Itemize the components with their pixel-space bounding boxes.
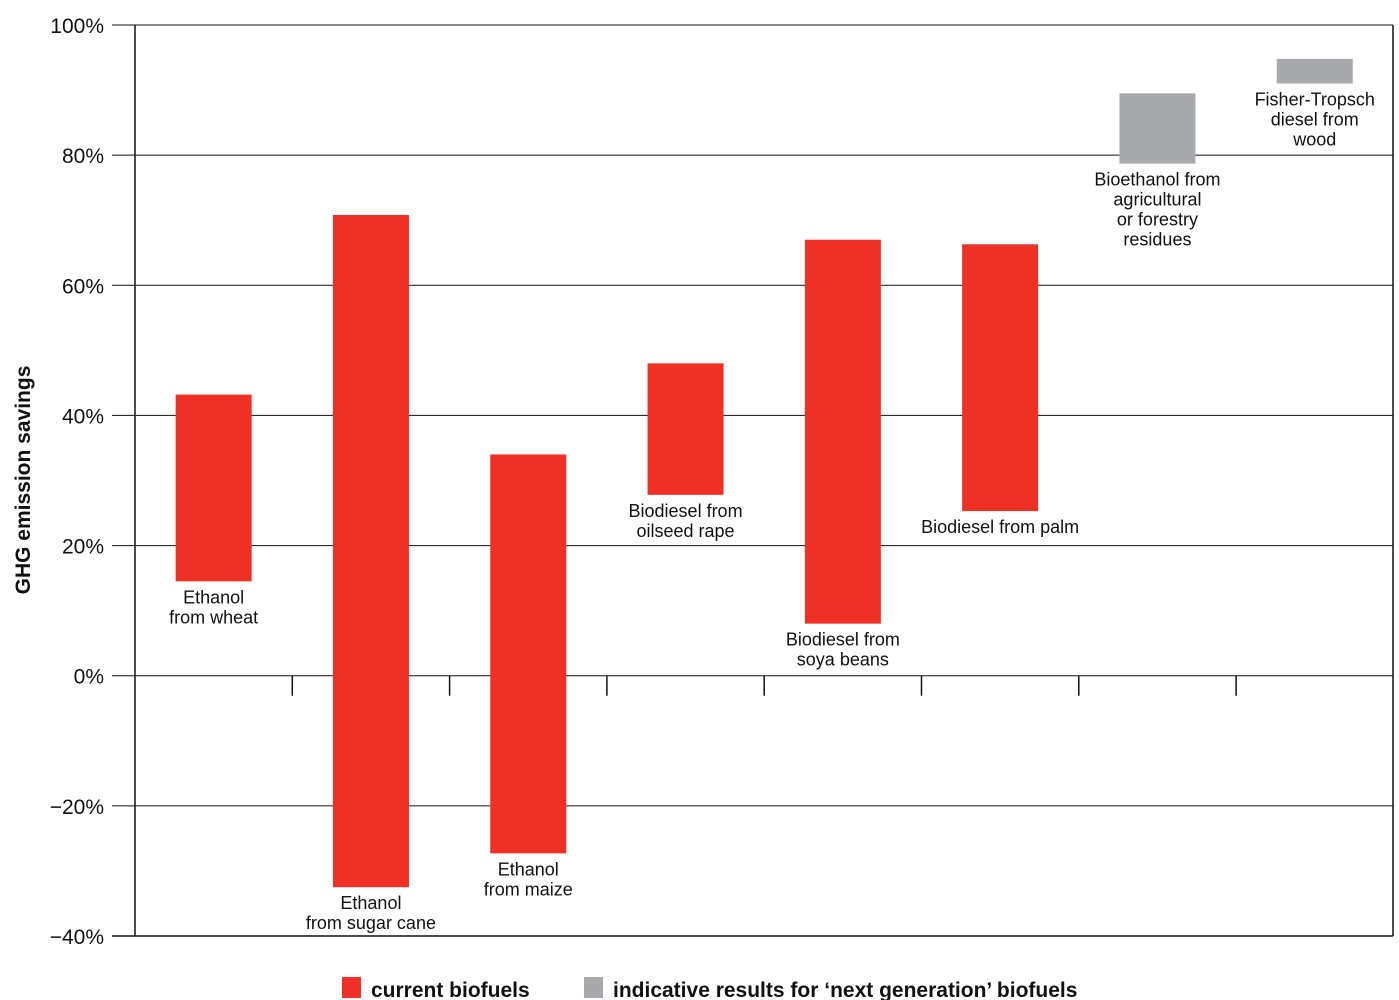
bar-label: Ethanol: [498, 859, 559, 879]
bar: [647, 363, 724, 495]
bar-label: residues: [1123, 230, 1191, 250]
legend-swatch: [584, 977, 603, 998]
legend-label: indicative results for ‘next generation’…: [613, 979, 1077, 1000]
bar: [962, 244, 1039, 512]
bar-label: Biodiesel from: [629, 501, 743, 521]
y-tick-label: 20%: [62, 536, 104, 559]
bar: [490, 454, 567, 854]
bar-label: or forestry: [1117, 210, 1198, 230]
bar-label: Biodiesel from: [786, 630, 900, 650]
y-tick-label: 0%: [74, 666, 104, 689]
bar-label: agricultural: [1113, 190, 1201, 210]
gridlines: [112, 24, 1393, 807]
y-tick-label: 100%: [50, 15, 104, 38]
legend: current biofuels indicative results for ‘…: [342, 977, 1077, 1000]
legend-swatch: [342, 977, 361, 998]
axes: −40% −20% 0% 20% 40% 60% 80% 100%: [50, 15, 1394, 949]
bar-label: Ethanol: [340, 893, 401, 913]
bar-label: Fisher-Tropsch: [1255, 90, 1375, 110]
bar-label: diesel from: [1271, 110, 1359, 130]
bar: [175, 394, 252, 582]
bar-label: from wheat: [169, 607, 258, 627]
legend-label: current biofuels: [371, 979, 530, 1000]
y-tick-label: 40%: [62, 405, 104, 428]
bar: [804, 239, 881, 624]
bar-label: Biodiesel from palm: [921, 517, 1079, 537]
y-axis-label: GHG emission savings: [12, 366, 35, 595]
bar: [1276, 58, 1353, 84]
bar: [1119, 93, 1196, 164]
bar-label: soya beans: [797, 650, 889, 670]
y-tick-label: −20%: [50, 796, 104, 819]
bar: [332, 215, 409, 888]
bar-label: from maize: [484, 879, 573, 899]
y-tick-label: 80%: [62, 145, 104, 168]
bar-label: Ethanol: [183, 587, 244, 607]
y-tick-label: 60%: [62, 275, 104, 298]
bar-label: Bioethanol from: [1094, 170, 1220, 190]
bars: [175, 58, 1353, 888]
bar-label: from sugar cane: [306, 913, 436, 933]
y-tick-label: −40%: [50, 926, 104, 949]
bar-label: wood: [1292, 130, 1336, 150]
bar-label: oilseed rape: [637, 521, 735, 541]
